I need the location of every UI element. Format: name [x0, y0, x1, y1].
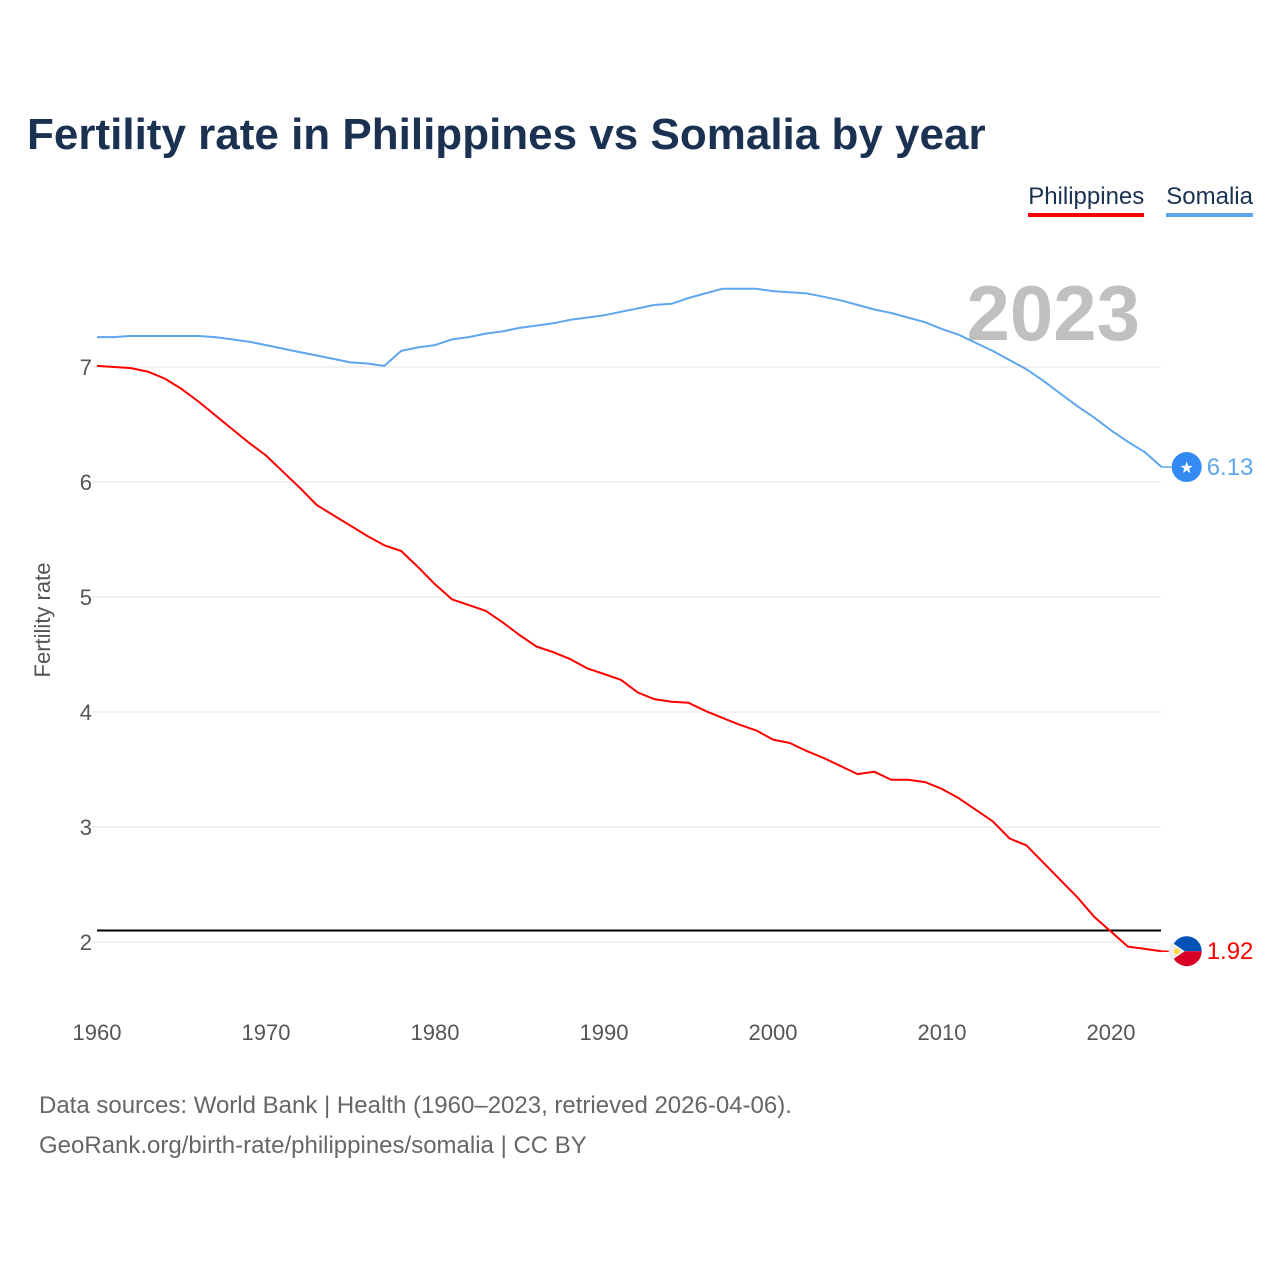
x-tick-label: 1960 — [73, 1020, 122, 1045]
star-icon: ★ — [1180, 460, 1194, 477]
series-line-philippines — [96, 364, 1162, 953]
y-tick-label: 3 — [80, 815, 92, 840]
y-tick-label: 2 — [80, 930, 92, 955]
y-axis-label: Fertility rate — [30, 563, 55, 678]
footer: Data sources: World Bank | Health (1960–… — [39, 1086, 792, 1166]
sun-icon — [1173, 948, 1180, 955]
attribution: GeoRank.org/birth-rate/philippines/somal… — [39, 1132, 587, 1159]
end-value-label: 1.92 — [1207, 938, 1254, 965]
chart-title: Fertility rate in Philippines vs Somalia… — [27, 110, 986, 159]
x-tick-label: 2010 — [918, 1020, 967, 1045]
somalia-flag-icon — [1171, 452, 1202, 483]
legend-philippines[interactable]: Philippines — [1028, 183, 1145, 217]
x-tick-label: 2000 — [749, 1020, 798, 1045]
x-tick-label: 1990 — [580, 1020, 629, 1045]
legend-somalia[interactable]: Somalia — [1166, 183, 1253, 217]
data-sources: Data sources: World Bank | Health (1960–… — [39, 1092, 792, 1119]
legend: Philippines Somalia — [1028, 183, 1253, 217]
y-tick-label: 7 — [80, 355, 92, 380]
x-tick-label: 1970 — [242, 1020, 291, 1045]
year-watermark: 2023 — [966, 269, 1140, 357]
x-tick-label: 1980 — [411, 1020, 460, 1045]
end-value-label: 6.13 — [1207, 454, 1254, 481]
y-tick-label: 4 — [80, 700, 92, 725]
y-tick-label: 5 — [80, 585, 92, 610]
philippines-flag-icon — [1168, 936, 1202, 967]
y-tick-label: 6 — [80, 470, 92, 495]
series-line-somalia — [97, 287, 1163, 468]
x-tick-label: 2020 — [1087, 1020, 1136, 1045]
